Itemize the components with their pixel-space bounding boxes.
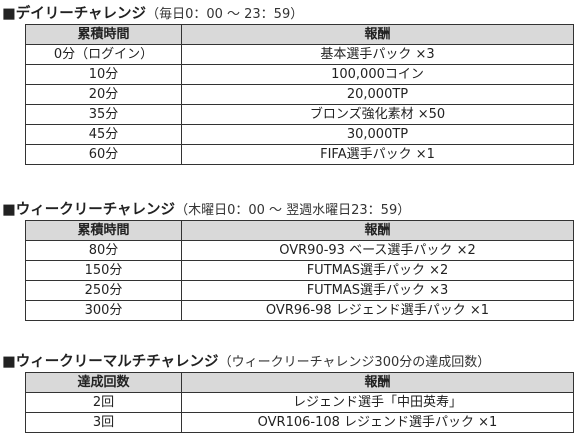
time-cell: 45分 bbox=[25, 124, 182, 145]
time-cell: 250分 bbox=[25, 280, 182, 301]
reward-cell: FUTMAS選手パック ×2 bbox=[181, 260, 574, 281]
reward-cell: レジェンド選手「中田英寿」 bbox=[181, 392, 574, 413]
reward-cell: OVR106-108 レジェンド選手パック ×1 bbox=[181, 412, 574, 433]
reward-table: 達成回数 報酬 2回 レジェンド選手「中田英寿」 3回 OVR106-108 レジェ… bbox=[25, 372, 574, 433]
table-row: 35分 ブロンズ強化素材 ×50 bbox=[25, 104, 574, 125]
column-header-reward: 報酬 bbox=[181, 372, 574, 393]
reward-table: 累積時間 報酬 80分 OVR90-93 ベース選手パック ×2 150分 FUTM… bbox=[25, 220, 574, 321]
table-row: 0分（ログイン） 基本選手パック ×3 bbox=[25, 44, 574, 65]
table-header-row: 達成回数 報酬 bbox=[25, 372, 574, 393]
count-cell: 3回 bbox=[25, 412, 182, 433]
reward-table: 累積時間 報酬 0分（ログイン） 基本選手パック ×3 10分 100,000コイン… bbox=[25, 24, 574, 165]
column-header-time: 累積時間 bbox=[25, 220, 182, 241]
table-row: 60分 FIFA選手パック ×1 bbox=[25, 144, 574, 165]
section-marker: ■ bbox=[2, 202, 16, 218]
table-row: 10分 100,000コイン bbox=[25, 64, 574, 85]
time-cell: 35分 bbox=[25, 104, 182, 125]
time-cell: 80分 bbox=[25, 240, 182, 261]
section-heading: ■ウィークリーチャレンジ（木曜日0：00 ～ 翌週水曜日23：59） bbox=[2, 200, 580, 220]
reward-cell: 100,000コイン bbox=[181, 64, 574, 85]
section-title: ウィークリーマルチチャレンジ bbox=[15, 354, 219, 370]
section-heading: ■デイリーチャレンジ（毎日0：00 ～ 23：59） bbox=[2, 4, 580, 24]
section-marker: ■ bbox=[2, 6, 16, 22]
time-cell: 300分 bbox=[25, 300, 182, 321]
reward-cell: 30,000TP bbox=[181, 124, 574, 145]
table-header-row: 累積時間 報酬 bbox=[25, 220, 574, 241]
reward-cell: OVR90-93 ベース選手パック ×2 bbox=[181, 240, 574, 261]
daily-challenge-section: ■デイリーチャレンジ（毎日0：00 ～ 23：59） 累積時間 報酬 0分（ログ… bbox=[2, 4, 580, 165]
section-subtitle: （木曜日0：00 ～ 翌週水曜日23：59） bbox=[175, 203, 411, 218]
reward-cell: FUTMAS選手パック ×3 bbox=[181, 280, 574, 301]
table-row: 300分 OVR96-98 レジェンド選手パック ×1 bbox=[25, 300, 574, 321]
table-row: 150分 FUTMAS選手パック ×2 bbox=[25, 260, 574, 281]
time-cell: 20分 bbox=[25, 84, 182, 105]
section-title: デイリーチャレンジ bbox=[15, 6, 147, 22]
count-cell: 2回 bbox=[25, 392, 182, 413]
column-header-time: 累積時間 bbox=[25, 24, 182, 45]
section-title: ウィークリーチャレンジ bbox=[15, 202, 176, 218]
reward-cell: 20,000TP bbox=[181, 84, 574, 105]
reward-cell: OVR96-98 レジェンド選手パック ×1 bbox=[181, 300, 574, 321]
weekly-multi-challenge-section: ■ウィークリーマルチチャレンジ（ウィークリーチャレンジ300分の達成回数） 達成… bbox=[2, 352, 580, 433]
reward-cell: FIFA選手パック ×1 bbox=[181, 144, 574, 165]
column-header-reward: 報酬 bbox=[181, 220, 574, 241]
column-header-count: 達成回数 bbox=[25, 372, 182, 393]
table-row: 80分 OVR90-93 ベース選手パック ×2 bbox=[25, 240, 574, 261]
time-cell: 10分 bbox=[25, 64, 182, 85]
table-row: 2回 レジェンド選手「中田英寿」 bbox=[25, 392, 574, 413]
table-row: 250分 FUTMAS選手パック ×3 bbox=[25, 280, 574, 301]
table-row: 3回 OVR106-108 レジェンド選手パック ×1 bbox=[25, 412, 574, 433]
weekly-challenge-section: ■ウィークリーチャレンジ（木曜日0：00 ～ 翌週水曜日23：59） 累積時間 … bbox=[2, 200, 580, 321]
reward-cell: 基本選手パック ×3 bbox=[181, 44, 574, 65]
section-heading: ■ウィークリーマルチチャレンジ（ウィークリーチャレンジ300分の達成回数） bbox=[2, 352, 580, 372]
section-marker: ■ bbox=[2, 354, 16, 370]
table-row: 20分 20,000TP bbox=[25, 84, 574, 105]
section-subtitle: （ウィークリーチャレンジ300分の達成回数） bbox=[218, 355, 491, 370]
table-row: 45分 30,000TP bbox=[25, 124, 574, 145]
column-header-reward: 報酬 bbox=[181, 24, 574, 45]
table-header-row: 累積時間 報酬 bbox=[25, 24, 574, 45]
section-subtitle: （毎日0：00 ～ 23：59） bbox=[146, 7, 304, 22]
time-cell: 0分（ログイン） bbox=[25, 44, 182, 65]
time-cell: 60分 bbox=[25, 144, 182, 165]
reward-cell: ブロンズ強化素材 ×50 bbox=[181, 104, 574, 125]
time-cell: 150分 bbox=[25, 260, 182, 281]
